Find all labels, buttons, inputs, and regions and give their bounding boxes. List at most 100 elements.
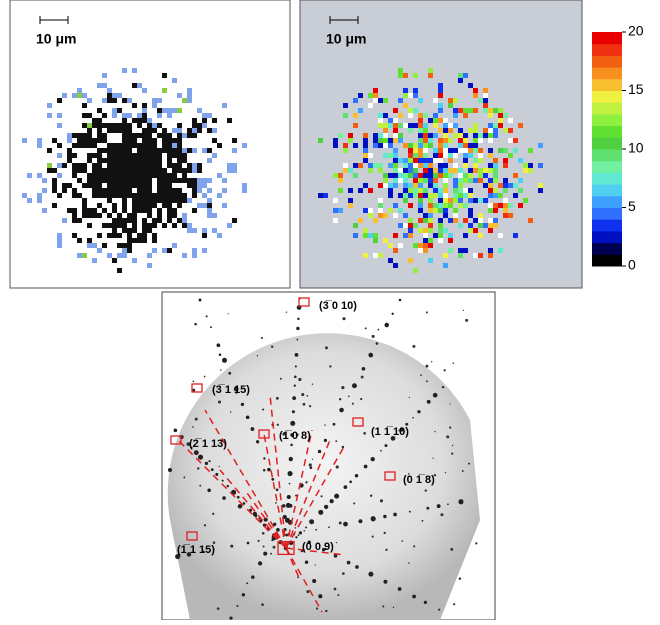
map-pixel (363, 153, 368, 158)
map-pixel (82, 138, 87, 143)
spot (371, 457, 375, 461)
map-pixel (498, 233, 503, 238)
spot (382, 605, 384, 607)
map-pixel (338, 173, 343, 178)
map-pixel (423, 143, 428, 148)
map-pixel (448, 138, 453, 143)
map-pixel (77, 238, 82, 243)
map-pixel (177, 143, 182, 148)
map-pixel (157, 188, 162, 193)
map-pixel (353, 223, 358, 228)
map-pixel (458, 248, 463, 253)
map-pixel (152, 223, 157, 228)
map-pixel (458, 203, 463, 208)
map-pixel (167, 208, 172, 213)
map-pixel (187, 88, 192, 93)
map-pixel (112, 178, 117, 183)
map-pixel (87, 173, 92, 178)
map-pixel (503, 203, 508, 208)
spot (355, 474, 358, 477)
map-pixel (503, 113, 508, 118)
map-pixel (147, 118, 152, 123)
map-pixel (473, 253, 478, 258)
map-pixel (448, 168, 453, 173)
map-pixel (423, 138, 428, 143)
map-pixel (413, 158, 418, 163)
map-pixel (112, 228, 117, 233)
map-pixel (142, 233, 147, 238)
spot (295, 536, 297, 538)
map-pixel (463, 248, 468, 253)
map-pixel (463, 163, 468, 168)
map-pixel (373, 238, 378, 243)
map-pixel (403, 173, 408, 178)
spot (453, 362, 454, 363)
map-pixel (227, 168, 232, 173)
map-pixel (408, 143, 413, 148)
map-pixel (157, 213, 162, 218)
map-pixel (182, 148, 187, 153)
spot (220, 369, 222, 371)
map-pixel (468, 143, 473, 148)
map-pixel (488, 203, 493, 208)
spot (286, 311, 287, 312)
spot (271, 478, 274, 481)
map-pixel (117, 233, 122, 238)
map-pixel (67, 138, 72, 143)
map-pixel (468, 173, 473, 178)
map-pixel (67, 148, 72, 153)
map-pixel (117, 188, 122, 193)
map-pixel (538, 183, 543, 188)
map-pixel (157, 168, 162, 173)
map-pixel (97, 133, 102, 138)
map-pixel (142, 218, 147, 223)
map-pixel (42, 188, 47, 193)
map-pixel (423, 193, 428, 198)
spot (306, 590, 309, 593)
spot (380, 450, 382, 452)
map-pixel (77, 143, 82, 148)
map-pixel (77, 168, 82, 173)
map-pixel (82, 143, 87, 148)
map-pixel (513, 193, 518, 198)
spot (324, 505, 328, 509)
map-pixel (152, 123, 157, 128)
map-pixel (87, 243, 92, 248)
map-pixel (142, 208, 147, 213)
map-pixel (112, 143, 117, 148)
map-pixel (358, 108, 363, 113)
spot (312, 579, 316, 583)
map-pixel (202, 148, 207, 153)
map-pixel (373, 163, 378, 168)
map-pixel (207, 213, 212, 218)
map-pixel (498, 113, 503, 118)
map-pixel (142, 183, 147, 188)
map-pixel (57, 163, 62, 168)
map-pixel (182, 253, 187, 258)
map-pixel (187, 133, 192, 138)
map-pixel (363, 208, 368, 213)
map-pixel (488, 168, 493, 173)
map-pixel (408, 223, 413, 228)
map-pixel (92, 173, 97, 178)
map-pixel (478, 223, 483, 228)
map-pixel (398, 178, 403, 183)
map-pixel (433, 193, 438, 198)
map-pixel (453, 123, 458, 128)
map-pixel (132, 158, 137, 163)
map-pixel (202, 193, 207, 198)
map-pixel (207, 188, 212, 193)
map-pixel (363, 233, 368, 238)
spot (205, 462, 208, 465)
spot (445, 472, 446, 473)
map-pixel (97, 233, 102, 238)
spot (276, 528, 280, 532)
map-pixel (498, 108, 503, 113)
map-pixel (97, 153, 102, 158)
map-pixel (102, 123, 107, 128)
spot (383, 580, 387, 584)
map-pixel (147, 143, 152, 148)
map-pixel (453, 218, 458, 223)
map-pixel (443, 203, 448, 208)
map-pixel (92, 193, 97, 198)
